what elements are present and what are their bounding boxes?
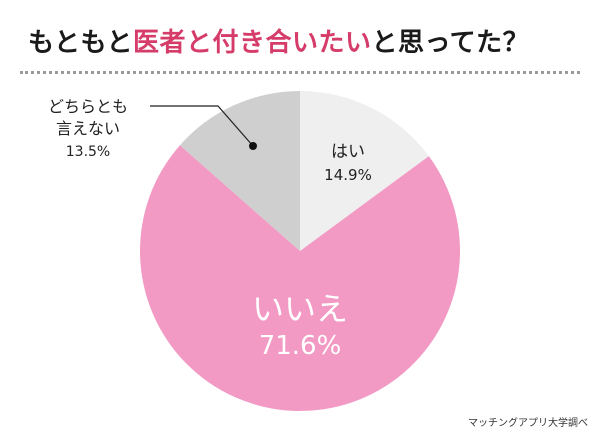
- slice-label-yes: はい: [331, 142, 365, 162]
- slice-value-yes: 14.9%: [324, 166, 372, 184]
- leader-line: [150, 105, 254, 147]
- title-part-1: もともと: [28, 28, 133, 58]
- slice-label-neither-line1: どちらとも: [48, 97, 128, 116]
- slice-value-no: 71.6%: [259, 331, 342, 361]
- pie-slice-0: [300, 91, 429, 251]
- pie-slice-1: [140, 145, 461, 411]
- slice-label-no: いいえ: [252, 290, 348, 328]
- dotted-divider: [20, 71, 580, 74]
- slice-value-neither: 13.5%: [66, 144, 110, 160]
- title-part-2: と思ってた？: [371, 28, 530, 58]
- title-highlight: 医者と付き合いたい: [132, 28, 372, 58]
- chart-title: もともと医者と付き合いたいと思ってた？: [28, 22, 529, 59]
- source-note: マッチングアプリ大学調べ: [468, 418, 588, 429]
- leader-dot: [249, 142, 257, 150]
- pie-slices: [140, 91, 461, 411]
- pie-slice-2: [179, 91, 300, 251]
- slice-label-neither-line2: 言えない: [56, 119, 120, 138]
